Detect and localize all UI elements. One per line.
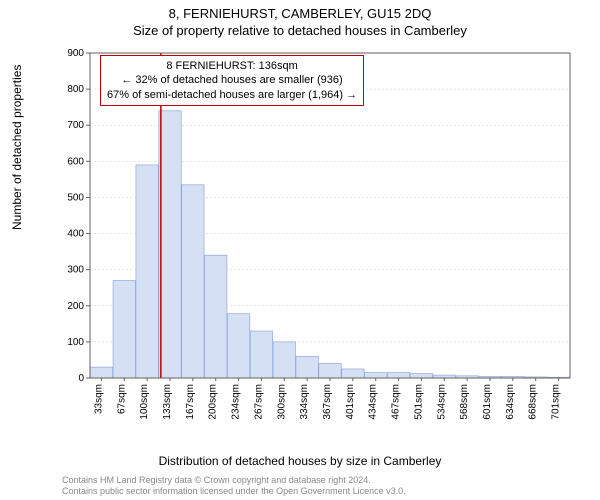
svg-text:200sqm: 200sqm <box>208 384 219 420</box>
chart-title-main: 8, FERNIEHURST, CAMBERLEY, GU15 2DQ <box>0 0 600 21</box>
svg-text:501sqm: 501sqm <box>413 384 424 420</box>
svg-text:500: 500 <box>67 192 84 203</box>
footer-text: Contains HM Land Registry data © Crown c… <box>62 475 406 498</box>
svg-text:300sqm: 300sqm <box>276 384 287 420</box>
annotation-line3: 67% of semi-detached houses are larger (… <box>107 88 357 102</box>
svg-text:700: 700 <box>67 120 84 131</box>
svg-text:300: 300 <box>67 265 84 276</box>
annotation-box: 8 FERNIEHURST: 136sqm ← 32% of detached … <box>100 55 364 106</box>
svg-text:200: 200 <box>67 301 84 312</box>
svg-text:701sqm: 701sqm <box>551 384 562 420</box>
svg-text:100: 100 <box>67 337 84 348</box>
svg-text:434sqm: 434sqm <box>368 384 379 420</box>
annotation-line2: ← 32% of detached houses are smaller (93… <box>107 73 357 87</box>
svg-text:800: 800 <box>67 84 84 95</box>
svg-text:33sqm: 33sqm <box>93 384 104 414</box>
chart-title-sub: Size of property relative to detached ho… <box>0 21 600 38</box>
svg-text:668sqm: 668sqm <box>528 384 539 420</box>
x-axis-label: Distribution of detached houses by size … <box>0 454 600 468</box>
svg-text:568sqm: 568sqm <box>459 384 470 420</box>
svg-text:467sqm: 467sqm <box>391 384 402 420</box>
svg-text:133sqm: 133sqm <box>162 384 173 420</box>
svg-text:67sqm: 67sqm <box>116 384 127 414</box>
svg-text:400: 400 <box>67 229 84 240</box>
svg-text:167sqm: 167sqm <box>185 384 196 420</box>
svg-text:534sqm: 534sqm <box>436 384 447 420</box>
svg-text:601sqm: 601sqm <box>482 384 493 420</box>
svg-text:0: 0 <box>78 373 84 384</box>
svg-text:401sqm: 401sqm <box>345 384 356 420</box>
svg-text:100sqm: 100sqm <box>139 384 150 420</box>
svg-text:634sqm: 634sqm <box>505 384 516 420</box>
svg-text:900: 900 <box>67 48 84 59</box>
svg-text:267sqm: 267sqm <box>253 384 264 420</box>
svg-text:334sqm: 334sqm <box>299 384 310 420</box>
footer-line2: Contains public sector information licen… <box>62 486 406 498</box>
y-axis-label: Number of detached properties <box>10 65 24 230</box>
svg-text:600: 600 <box>67 156 84 167</box>
svg-text:367sqm: 367sqm <box>322 384 333 420</box>
annotation-line1: 8 FERNIEHURST: 136sqm <box>107 59 357 73</box>
svg-text:234sqm: 234sqm <box>231 384 242 420</box>
footer-line1: Contains HM Land Registry data © Crown c… <box>62 475 406 487</box>
